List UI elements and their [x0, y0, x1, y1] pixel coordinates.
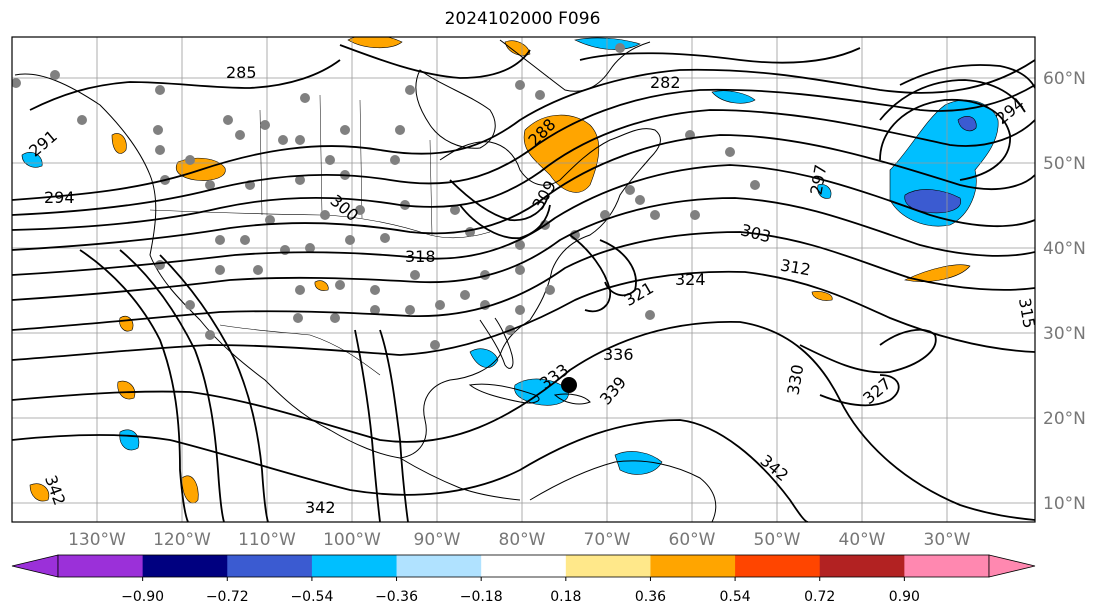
colorbar-bin	[58, 555, 144, 577]
lon-label: 80°W	[499, 530, 546, 550]
colorbar-over-triangle	[988, 554, 1036, 578]
orange-region-labrador	[523, 114, 600, 193]
lon-label: 130°W	[68, 530, 126, 550]
blue-region-atlantic-west	[817, 184, 832, 199]
colorbar-bin	[565, 555, 651, 577]
colorbar-tick-label: 0.90	[889, 589, 920, 605]
coastline-hudson-bay	[415, 69, 496, 149]
coastline-hispaniola	[553, 393, 591, 405]
coastline-north-america	[14, 73, 661, 459]
colorbar-bin	[481, 555, 567, 577]
orange-region-pacific-center	[117, 380, 136, 400]
lon-label: 120°W	[153, 530, 211, 550]
colorbar-bin	[735, 555, 821, 577]
map-title: 2024102000 F096	[444, 9, 601, 29]
map-frame	[11, 36, 1036, 523]
lon-label: 110°W	[238, 530, 296, 550]
orange-region-atlantic-mid	[811, 291, 833, 301]
height-contours	[12, 44, 1035, 522]
contour-label: 318	[405, 247, 436, 266]
coastline-central-america	[399, 457, 521, 501]
colorbar-bin	[396, 555, 482, 577]
colorbar-bin	[311, 555, 398, 577]
contour-label: 294	[44, 188, 75, 207]
shaded-positive-regions	[29, 37, 971, 504]
lon-label: 90°W	[414, 530, 461, 550]
colorbar-bin	[904, 555, 990, 577]
storm-center-marker	[561, 377, 577, 393]
shaded-negative-regions	[21, 37, 999, 475]
lat-label: 50°N	[1043, 154, 1086, 174]
blue-region-south-caribbean	[614, 451, 663, 475]
orange-region-pacific-south	[29, 483, 50, 502]
blue-region-alaska-gulf	[21, 152, 43, 168]
colorbar-tick-label: −0.54	[290, 589, 333, 605]
contour-label: 324	[675, 270, 706, 289]
colorbar-tick-label: −0.18	[460, 589, 503, 605]
graticule	[12, 37, 1035, 522]
orange-region-greenland-west	[504, 40, 531, 56]
station-dots	[12, 43, 760, 350]
colorbar-tick-label: 0.18	[550, 589, 581, 605]
colorbar-tick-label: −0.72	[206, 589, 249, 605]
longitude-labels: 130°W 120°W 110°W 100°W 90°W 80°W 70°W 6…	[68, 530, 971, 550]
colorbar-ticks: −0.90 −0.72 −0.54 −0.36 −0.18 0.18 0.36 0.54 0.7…	[121, 577, 920, 605]
coastlines	[14, 39, 717, 522]
colorbar-tick-label: −0.36	[375, 589, 418, 605]
lon-label: 60°W	[669, 530, 716, 550]
contour-label: 336	[603, 345, 634, 364]
colorbar: −0.90 −0.72 −0.54 −0.36 −0.18 0.18 0.36 0.54 0.7…	[11, 554, 1036, 605]
colorbar-bin	[819, 555, 905, 577]
lat-label: 20°N	[1043, 409, 1086, 429]
contour-label: 342	[305, 498, 336, 517]
orange-region-greenland-south	[347, 37, 403, 49]
coastline-cuba	[468, 383, 540, 404]
coastline-south-america	[529, 460, 717, 522]
border-canada-provinces	[259, 94, 433, 236]
border-us-canada	[149, 209, 491, 239]
colorbar-tick-label: 0.72	[804, 589, 835, 605]
latitude-labels: 60°N 50°N 40°N 30°N 20°N 10°N	[1043, 69, 1086, 514]
colorbar-bin	[142, 555, 228, 577]
lon-label: 50°W	[754, 530, 801, 550]
lat-label: 60°N	[1043, 69, 1086, 89]
colorbar-bins	[57, 554, 990, 578]
colorbar-bin	[227, 555, 313, 577]
map-panel	[12, 37, 1035, 522]
darkblue-region-north-atlantic-b	[957, 116, 977, 132]
lat-label: 40°N	[1043, 239, 1086, 259]
lon-label: 70°W	[584, 530, 631, 550]
colorbar-tick-label: 0.54	[720, 589, 751, 605]
lon-label: 100°W	[323, 530, 381, 550]
lat-label: 10°N	[1043, 494, 1086, 514]
contour-label: 282	[650, 73, 681, 92]
colorbar-tick-label: 0.36	[635, 589, 666, 605]
blue-region-iceland	[711, 90, 756, 104]
blue-region-gulf	[469, 348, 499, 368]
colorbar-under-triangle	[11, 554, 59, 578]
colorbar-tick-label: −0.90	[121, 589, 164, 605]
lon-label: 40°W	[839, 530, 886, 550]
orange-region-alaska	[111, 133, 127, 154]
colorbar-bin	[650, 555, 736, 577]
lon-label: 30°W	[924, 530, 971, 550]
contour-label: 285	[226, 63, 257, 82]
orange-region-pacific-baja	[181, 475, 199, 504]
lat-label: 30°N	[1043, 324, 1086, 344]
orange-region-central-us	[314, 280, 329, 291]
